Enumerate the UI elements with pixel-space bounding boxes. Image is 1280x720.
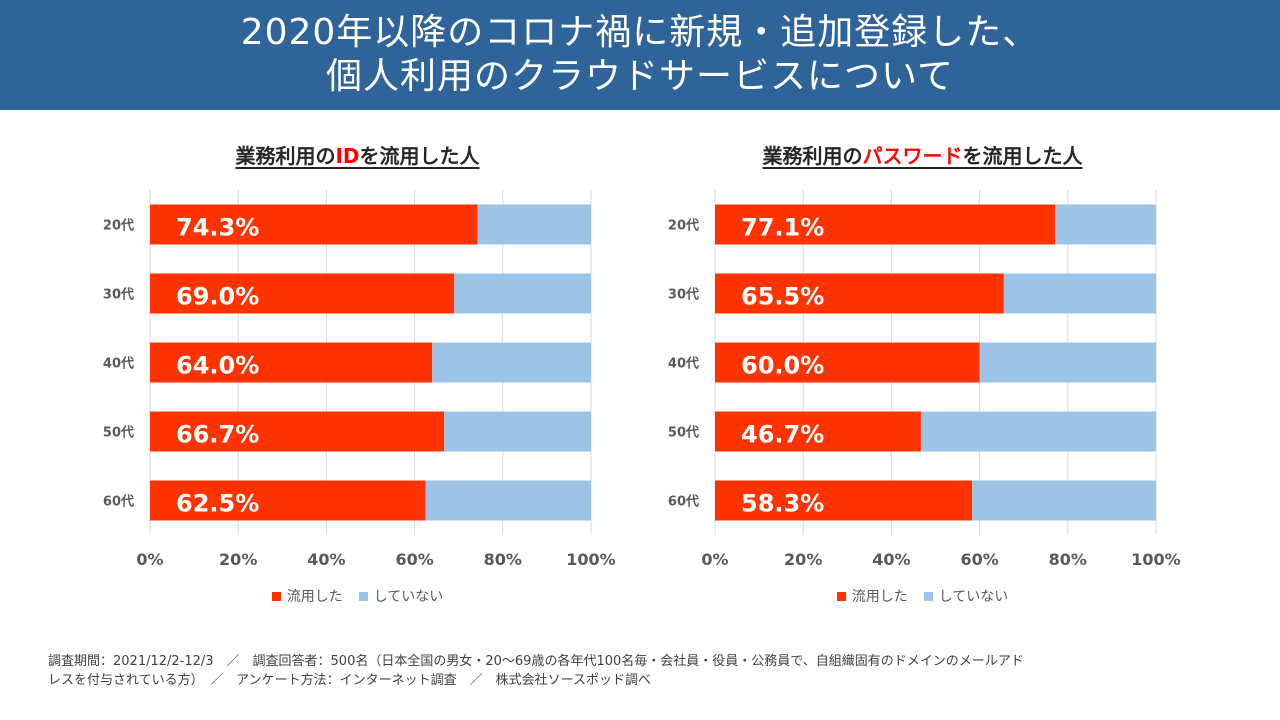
data-label: 69.0%: [176, 283, 259, 311]
y-category-label: 60代: [668, 494, 699, 510]
data-label: 77.1%: [741, 214, 824, 242]
y-category-label: 40代: [103, 356, 134, 372]
bar-not-used: [1003, 273, 1156, 314]
chart-legend-id: 流用した していない: [75, 586, 640, 606]
x-tick-label: 0%: [136, 550, 163, 569]
x-tick-label: 20%: [784, 550, 822, 569]
chart-title-id-suffix: を流用した人: [359, 144, 480, 168]
bar-not-used: [444, 411, 591, 452]
legend-swatch-used: [271, 591, 281, 601]
bar-used: [715, 411, 921, 452]
x-tick-label: 80%: [484, 550, 522, 569]
bar-used: [715, 480, 973, 521]
chart-title-id-prefix: 業務利用の: [235, 144, 336, 168]
bar-not-used: [920, 411, 1156, 452]
chart-title-password-suffix: を流用した人: [962, 144, 1083, 168]
survey-footnote-line-1: 調査期間：2021/12/2-12/3 ／ 調査回答者：500名（日本全国の男女…: [48, 654, 1024, 669]
bar-not-used: [972, 480, 1156, 521]
bar-used: [150, 480, 426, 521]
data-label: 60.0%: [741, 352, 824, 380]
chart-title-password-prefix: 業務利用の: [762, 144, 863, 168]
survey-footnote-line-2: レスを付与されている方） ／ アンケート方法：インターネット調査 ／ 株式会社ソ…: [48, 673, 651, 688]
x-tick-label: 80%: [1049, 550, 1087, 569]
bar-used: [150, 411, 445, 452]
y-category-label: 60代: [103, 494, 134, 510]
chart-title-id: 業務利用のIDを流用した人: [75, 140, 640, 169]
y-category-label: 30代: [668, 287, 699, 303]
legend-label-not-used: していない: [373, 589, 444, 605]
y-category-label: 40代: [668, 356, 699, 372]
bar-used: [150, 342, 433, 383]
bar-not-used: [432, 342, 591, 383]
y-category-label: 20代: [668, 218, 699, 234]
x-tick-label: 20%: [219, 550, 257, 569]
bar-used: [715, 273, 1004, 314]
legend-swatch-not-used: [358, 591, 368, 601]
legend-label-used: 流用した: [286, 589, 343, 605]
bar-not-used: [979, 342, 1156, 383]
chart-title-password-highlight: パスワード: [862, 144, 963, 168]
data-label: 64.0%: [176, 352, 259, 380]
data-label: 65.5%: [741, 283, 824, 311]
bar-used: [715, 204, 1056, 245]
x-tick-label: 0%: [701, 550, 728, 569]
bar-used: [715, 342, 980, 383]
legend-item-not-used: していない: [923, 586, 1009, 606]
bar-not-used: [477, 204, 591, 245]
bar-not-used: [425, 480, 591, 521]
x-tick-label: 40%: [307, 550, 345, 569]
y-category-label: 50代: [103, 425, 134, 441]
legend-label-used: 流用した: [851, 589, 908, 605]
chart-legend-password: 流用した していない: [640, 586, 1205, 606]
x-tick-label: 60%: [395, 550, 433, 569]
x-tick-label: 100%: [1131, 550, 1180, 569]
legend-swatch-used: [836, 591, 846, 601]
page-title-line-2: 個人利用のクラウドサービスについて: [326, 56, 954, 97]
legend-item-not-used: していない: [358, 586, 444, 606]
chart-title-password: 業務利用のパスワードを流用した人: [640, 140, 1205, 169]
legend-label-not-used: していない: [938, 589, 1009, 605]
bar-not-used: [1055, 204, 1156, 245]
bar-not-used: [454, 273, 591, 314]
legend-item-used: 流用した: [271, 586, 343, 606]
data-label: 62.5%: [176, 490, 259, 518]
page-title-line-1: 2020年以降のコロナ禍に新規・追加登録した、: [240, 12, 1040, 53]
legend-item-used: 流用した: [836, 586, 908, 606]
x-tick-label: 60%: [960, 550, 998, 569]
x-tick-label: 40%: [872, 550, 910, 569]
x-tick-label: 100%: [566, 550, 615, 569]
y-category-label: 20代: [103, 218, 134, 234]
data-label: 66.7%: [176, 421, 259, 449]
y-category-label: 50代: [668, 425, 699, 441]
y-category-label: 30代: [103, 287, 134, 303]
data-label: 58.3%: [741, 490, 824, 518]
survey-footnote: 調査期間：2021/12/2-12/3 ／ 調査回答者：500名（日本全国の男女…: [48, 652, 1238, 690]
bar-used: [150, 273, 455, 314]
bar-used: [150, 204, 478, 245]
data-label: 46.7%: [741, 421, 824, 449]
header-banner: 2020年以降のコロナ禍に新規・追加登録した、 個人利用のクラウドサービスについ…: [0, 0, 1280, 110]
chart-title-id-highlight: ID: [335, 144, 360, 168]
id-reuse-bar-chart: 0% 20% 40% 60% 80% 100% 20代 74.3% 30代 69.0% 40代 64.…: [103, 190, 616, 569]
data-label: 74.3%: [176, 214, 259, 242]
password-reuse-bar-chart: 0% 20% 40% 60% 80% 100% 20代 77.1% 30代 65.5% 40代 60.…: [668, 190, 1181, 569]
legend-swatch-not-used: [923, 591, 933, 601]
